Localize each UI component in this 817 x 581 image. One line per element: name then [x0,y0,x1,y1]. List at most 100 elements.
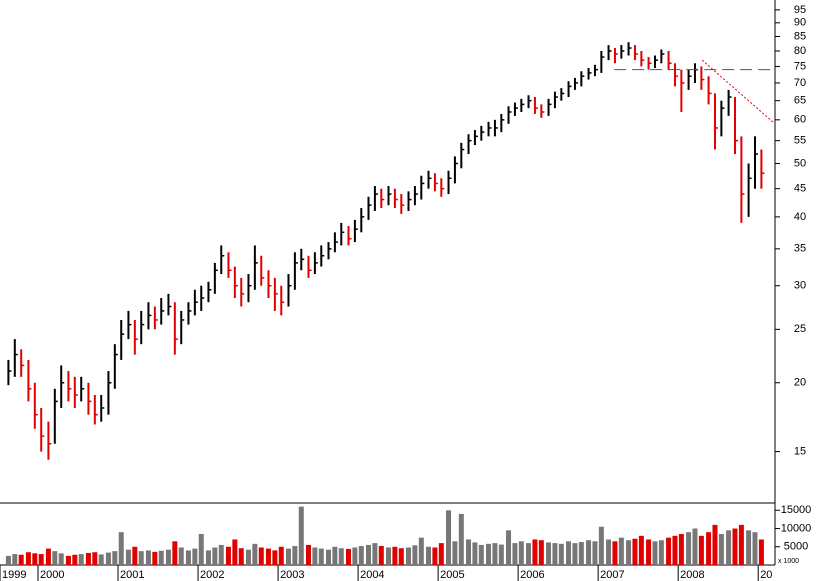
volume-bar [245,549,251,565]
y2-tick-label: 15000 [781,504,812,516]
volume-bar [138,551,144,565]
x-tick-label: 1999 [2,569,26,581]
y2-tick-label: 10000 [781,522,812,534]
volume-bar [192,548,198,565]
volume-bar [586,540,592,565]
y-tick-label: 80 [794,45,806,57]
volume-bar [478,544,484,565]
volume-bar [638,535,644,565]
volume-bar [666,537,672,565]
volume-bar [658,540,664,565]
x-tick-label: 2008 [680,569,704,581]
volume-bar [332,546,338,565]
volume-bar [305,544,311,565]
volume-bar [446,510,452,565]
volume-bar [318,548,324,565]
volume-bar [552,543,558,565]
volume-bar [205,550,211,565]
volume-bar [252,543,258,565]
volume-bar [646,539,652,565]
volume-bar [152,551,158,565]
volume-bar [225,546,231,565]
volume-bar [692,528,698,565]
volume-bar [398,548,404,565]
volume-bar [518,541,524,565]
volume-bar [172,541,178,565]
volume-bar [265,548,271,565]
volume-bar [78,554,84,565]
x-tick-label: 2005 [440,569,464,581]
volume-bar [752,532,758,565]
volume-bar [18,554,24,565]
volume-unit: x 1000 [778,558,799,565]
y-tick-label: 25 [794,323,806,335]
volume-bar [298,506,304,565]
volume-bar [578,542,584,565]
volume-bar [378,546,384,565]
volume-bar [746,530,752,565]
volume-bar [292,546,298,565]
volume-bar [58,553,64,565]
y-tick-label: 65 [794,95,806,107]
volume-bar [238,548,244,565]
volume-bar [572,543,578,565]
volume-bar [618,537,624,565]
volume-bar [406,547,412,565]
volume-bar [278,546,284,565]
volume-bar [352,547,358,565]
volume-bar [118,532,124,565]
x-tick-label: 2004 [360,569,384,581]
x-tick-label: 2002 [200,569,224,581]
x-tick-label: 2001 [120,569,144,581]
volume-bar [365,544,371,565]
y-tick-label: 70 [794,77,806,89]
volume-bar [498,544,504,565]
volume-bar [392,546,398,565]
volume-bar [712,524,718,565]
volume-bar [706,532,712,565]
volume-bar [178,547,184,565]
volume-bar [432,547,438,565]
volume-bar [732,528,738,565]
volume-bar [145,550,151,565]
volume-bar [212,547,218,565]
volume-bar [125,549,131,565]
volume-bar [612,541,618,565]
volume-bar [198,534,204,565]
volume-bar [65,555,71,565]
volume-bar [285,548,291,565]
volume-bar [386,547,392,565]
volume-bar [726,530,732,565]
volume-bar [232,539,238,565]
y-tick-label: 95 [794,4,806,16]
volume-bar [112,551,118,565]
volume-bar [426,546,432,565]
volume-bar [25,552,31,565]
volume-bar [466,539,472,565]
volume-bar [258,547,264,565]
volume-bar [12,554,18,565]
volume-bar [272,550,278,565]
volume-bar [558,543,564,565]
y-tick-label: 30 [794,280,806,292]
volume-bar [652,541,658,565]
volume-bar [626,540,632,565]
volume-bar [218,544,224,565]
volume-bar [492,543,498,565]
volume-bar [72,554,78,565]
volume-bar [532,539,538,565]
x-tick-label: 2000 [40,569,64,581]
volume-bar [158,550,164,565]
y-tick-label: 45 [794,183,806,195]
volume-bar [92,552,98,565]
volume-bar [538,540,544,565]
y2-tick-label: 5000 [784,541,808,553]
volume-bar [718,534,724,565]
volume-bar [526,543,532,565]
x-tick-label: 2003 [280,569,304,581]
y-tick-label: 35 [794,243,806,255]
volume-bar [758,539,764,565]
volume-bar [486,543,492,565]
volume-bar [506,530,512,565]
